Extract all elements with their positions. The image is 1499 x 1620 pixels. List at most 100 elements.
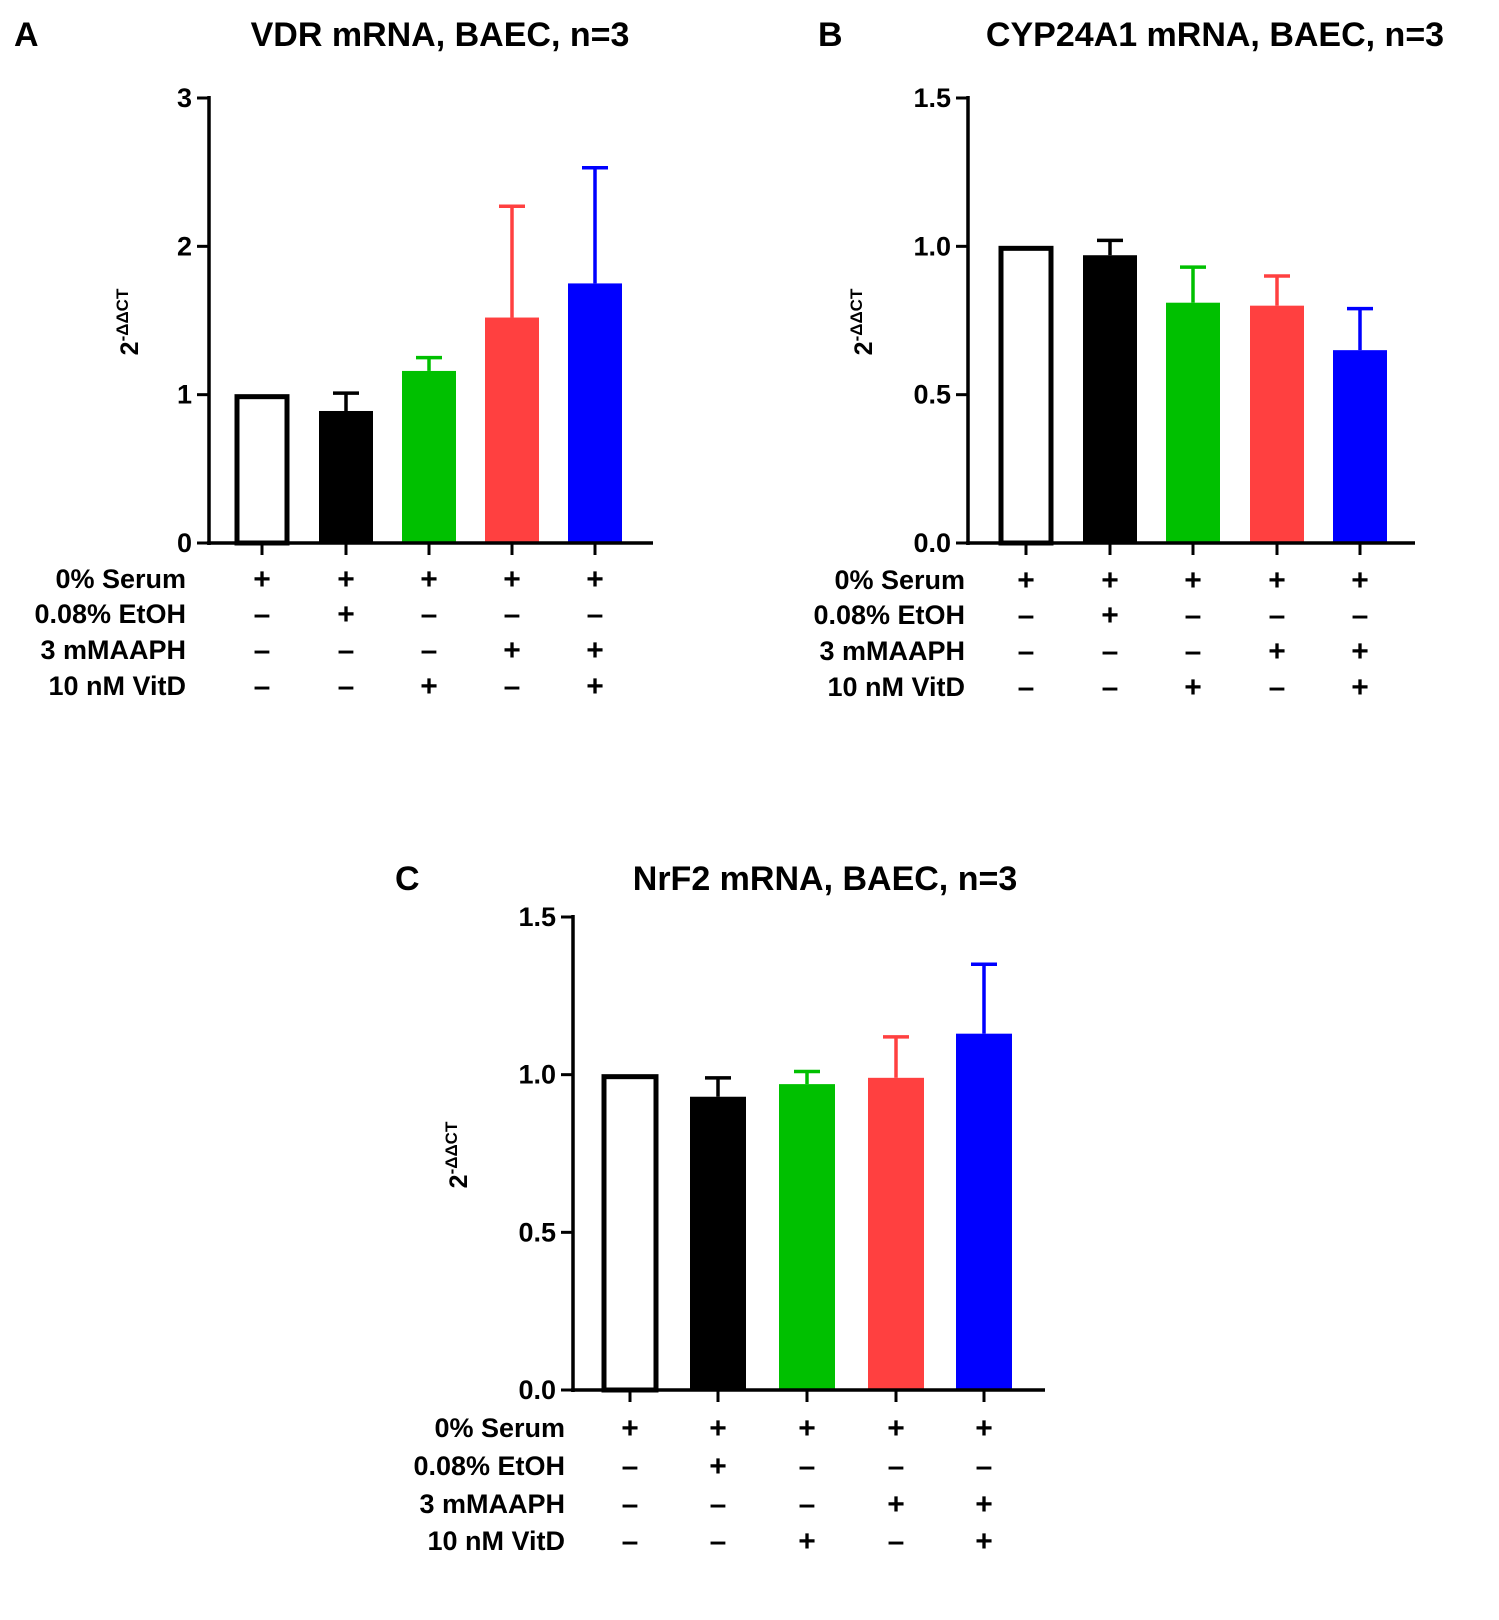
y-tick-label: 0 <box>177 528 192 558</box>
condition-sign: + <box>503 563 521 596</box>
panel-letter: C <box>395 860 420 898</box>
condition-sign: – <box>976 1450 993 1483</box>
condition-label: 0% Serum <box>834 565 965 595</box>
panel-letter: B <box>818 16 843 54</box>
condition-sign: + <box>1351 564 1369 597</box>
condition-sign: + <box>586 634 604 667</box>
condition-sign: + <box>337 563 355 596</box>
y-axis-label-base: 2 <box>445 1174 473 1188</box>
condition-sign: – <box>338 634 355 667</box>
panel-b: B CYP24A1 mRNA, BAEC, n=3 0.0 0.5 1.0 1.5 2-… <box>813 16 1444 704</box>
condition-sign: + <box>1351 635 1369 668</box>
condition-label: 3 mMAAPH <box>819 636 965 666</box>
condition-label: 0% Serum <box>434 1413 565 1443</box>
condition-sign: – <box>1018 635 1035 668</box>
condition-sign: – <box>1018 671 1035 704</box>
condition-sign: + <box>1184 564 1202 597</box>
y-axis-label-base: 2 <box>116 341 144 355</box>
condition-label: 0.08% EtOH <box>413 1451 565 1481</box>
bar-2 <box>690 1096 746 1390</box>
condition-sign: – <box>1269 599 1286 632</box>
condition-sign: + <box>709 1412 727 1445</box>
y-axis-label: 2-ΔΔCT <box>847 288 878 355</box>
condition-sign: + <box>1101 564 1119 597</box>
bar-1 <box>234 394 290 546</box>
condition-sign: – <box>254 634 271 667</box>
chart-title: NrF2 mRNA, BAEC, n=3 <box>633 860 1017 898</box>
y-axis-label: 2-ΔΔCT <box>442 1121 473 1188</box>
condition-label: 10 nM VitD <box>427 1526 565 1556</box>
condition-sign: + <box>586 670 604 703</box>
condition-sign: – <box>710 1525 727 1558</box>
condition-sign: + <box>709 1450 727 1483</box>
condition-sign: + <box>975 1525 993 1558</box>
condition-label: 3 mMAAPH <box>419 1489 565 1519</box>
condition-sign: – <box>622 1450 639 1483</box>
condition-sign: – <box>254 670 271 703</box>
y-tick-label: 3 <box>177 83 192 113</box>
bar-3 <box>1166 302 1220 543</box>
condition-sign: – <box>587 598 604 631</box>
chart-title: VDR mRNA, BAEC, n=3 <box>251 16 630 54</box>
y-tick-label: 0.5 <box>913 380 951 410</box>
condition-sign: + <box>1184 671 1202 704</box>
condition-sign: + <box>420 563 438 596</box>
condition-sign: – <box>799 1450 816 1483</box>
condition-sign: + <box>1101 599 1119 632</box>
bar-3 <box>402 370 456 543</box>
condition-sign: – <box>888 1525 905 1558</box>
condition-sign: + <box>1351 671 1369 704</box>
y-axis-label-superscript: -ΔΔCT <box>847 288 866 341</box>
condition-sign: + <box>586 563 604 596</box>
condition-sign: – <box>254 598 271 631</box>
y-tick-label: 1.5 <box>913 83 951 113</box>
bar-3 <box>779 1084 835 1390</box>
condition-sign: – <box>1352 599 1369 632</box>
y-tick-label: 0.0 <box>913 528 951 558</box>
y-axis-label: 2-ΔΔCT <box>113 288 144 355</box>
condition-sign: – <box>710 1488 727 1521</box>
condition-label: 3 mMAAPH <box>40 635 186 665</box>
y-axis-label-superscript: -ΔΔCT <box>113 288 132 341</box>
condition-sign: – <box>504 598 521 631</box>
bar-4 <box>868 1077 924 1390</box>
condition-sign: + <box>337 598 355 631</box>
y-tick-label: 1.5 <box>518 902 556 932</box>
bar-4 <box>485 317 539 543</box>
condition-sign: + <box>1268 564 1286 597</box>
condition-label: 10 nM VitD <box>48 671 186 701</box>
condition-sign: – <box>421 598 438 631</box>
panel-c: C NrF2 mRNA, BAEC, n=3 0.0 0.5 1.0 1.5 2-ΔΔC… <box>395 860 1045 1558</box>
bar-5 <box>1333 350 1387 543</box>
condition-sign: – <box>1185 635 1202 668</box>
condition-sign: – <box>1102 671 1119 704</box>
condition-label: 0% Serum <box>55 564 186 594</box>
bar-5 <box>956 1033 1012 1390</box>
condition-sign: + <box>887 1488 905 1521</box>
condition-sign: – <box>504 670 521 703</box>
y-tick-label: 1.0 <box>913 231 951 261</box>
bar-2 <box>319 410 373 543</box>
condition-sign: – <box>338 670 355 703</box>
condition-sign: – <box>1185 599 1202 632</box>
bar-2 <box>1083 255 1137 543</box>
condition-sign: + <box>798 1525 816 1558</box>
chart-title: CYP24A1 mRNA, BAEC, n=3 <box>986 16 1444 54</box>
y-tick-label: 0.5 <box>518 1217 556 1247</box>
condition-sign: – <box>1102 635 1119 668</box>
condition-sign: – <box>622 1525 639 1558</box>
condition-sign: – <box>421 634 438 667</box>
condition-sign: – <box>1018 599 1035 632</box>
y-tick-label: 1.0 <box>518 1060 556 1090</box>
condition-label: 0.08% EtOH <box>34 599 186 629</box>
condition-sign: – <box>888 1450 905 1483</box>
condition-sign: + <box>1268 635 1286 668</box>
condition-sign: + <box>420 670 438 703</box>
condition-sign: + <box>503 634 521 667</box>
y-axis-label-base: 2 <box>850 341 878 355</box>
bar-5 <box>568 283 622 543</box>
